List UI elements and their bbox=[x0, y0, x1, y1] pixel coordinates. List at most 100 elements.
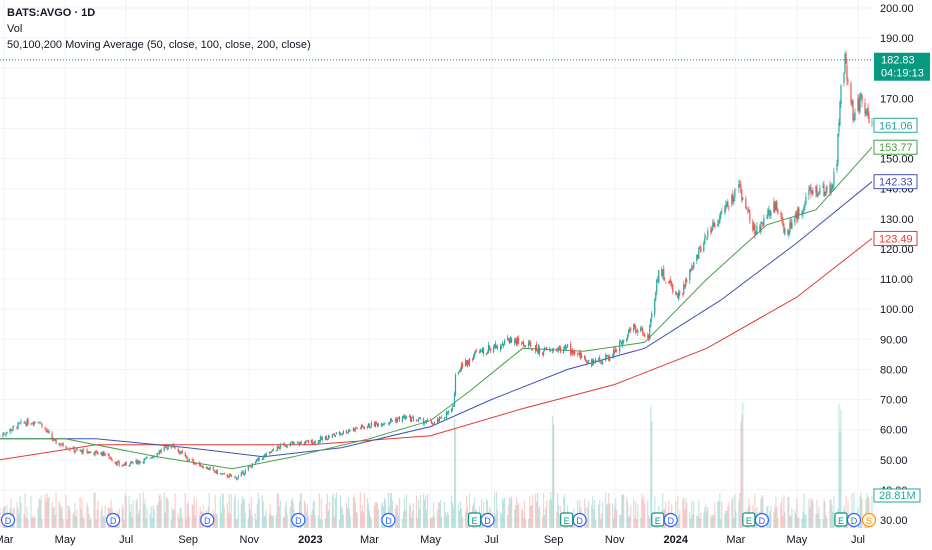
volume-bar bbox=[404, 510, 407, 528]
candle-body bbox=[746, 207, 748, 209]
candle-body bbox=[700, 247, 702, 253]
volume-bar bbox=[431, 517, 434, 528]
candle-body bbox=[333, 434, 335, 436]
candle-body bbox=[864, 103, 866, 113]
volume-bar bbox=[65, 494, 67, 528]
candle-body bbox=[494, 343, 497, 349]
volume-bar bbox=[768, 515, 770, 528]
candle-body bbox=[454, 375, 457, 395]
volume-bar bbox=[724, 513, 726, 528]
volume-bar bbox=[90, 517, 92, 528]
candle-body bbox=[658, 270, 660, 283]
ma100-line bbox=[0, 181, 873, 458]
candle-body bbox=[102, 451, 104, 457]
dividend-marker bbox=[480, 512, 495, 528]
candle-body bbox=[214, 471, 216, 473]
volume-bar bbox=[264, 514, 266, 528]
last-price-label: 182.83 bbox=[881, 55, 915, 67]
volume-bar bbox=[686, 502, 688, 528]
symbol-title[interactable]: BATS:AVGO · 1D bbox=[7, 7, 96, 19]
time-axis[interactable]: Mar May Jul Sep Nov 2023 Mar May Jul Sep Nov 2024 Ma… bbox=[0, 534, 865, 546]
candle-body bbox=[671, 282, 673, 287]
candle-body bbox=[669, 281, 671, 283]
volume-bar bbox=[166, 497, 168, 528]
candle-body bbox=[108, 453, 110, 459]
volume-bar bbox=[408, 503, 411, 528]
candle-body bbox=[255, 459, 257, 463]
dividend-marker-letter: D bbox=[668, 516, 675, 526]
candle-body bbox=[626, 338, 628, 341]
candle-body bbox=[675, 291, 677, 293]
price-axis[interactable]: 30.0040.0050.0060.0070.0080.0090.00100.0… bbox=[880, 3, 914, 527]
candle-body bbox=[714, 224, 716, 227]
candle-body bbox=[297, 441, 299, 443]
volume-bar bbox=[774, 506, 776, 528]
candle-body bbox=[742, 197, 744, 200]
earnings-marker-letter: E bbox=[472, 516, 478, 526]
candle-body bbox=[403, 416, 406, 419]
candle-body bbox=[94, 450, 96, 456]
volume-bar bbox=[130, 504, 132, 528]
x-tick-label: Mar bbox=[726, 534, 745, 546]
volume-bar bbox=[340, 505, 342, 528]
candle-body bbox=[523, 342, 525, 346]
candle-body bbox=[332, 434, 334, 435]
volume-bar bbox=[352, 497, 355, 528]
volume-bar bbox=[62, 519, 64, 528]
candle-body bbox=[489, 348, 492, 351]
volume-bar bbox=[191, 504, 193, 528]
volume-bar bbox=[740, 422, 742, 528]
candle-body bbox=[299, 442, 301, 445]
candle-body bbox=[125, 462, 127, 466]
volume-bar bbox=[494, 514, 497, 528]
candle-body bbox=[265, 452, 267, 456]
volume-bar bbox=[539, 505, 541, 528]
candle-body bbox=[706, 237, 708, 239]
volume-bar bbox=[642, 499, 644, 528]
candle-body bbox=[594, 362, 596, 364]
candle-body bbox=[766, 217, 768, 219]
candle-body bbox=[445, 412, 448, 418]
volume-bar bbox=[616, 510, 618, 528]
candle-body bbox=[672, 285, 674, 293]
volume-bar bbox=[545, 507, 547, 528]
volume-bar bbox=[683, 497, 685, 528]
volume-bar bbox=[93, 493, 95, 528]
candle-body bbox=[586, 361, 588, 363]
candle-body bbox=[230, 474, 232, 477]
volume-bar bbox=[174, 493, 176, 528]
volume-bar bbox=[520, 509, 523, 528]
moving-average-legend[interactable]: 50,100,200 Moving Average (50, close, 10… bbox=[7, 39, 311, 51]
candle-body bbox=[342, 430, 344, 434]
candle-body bbox=[651, 313, 653, 319]
candle-body bbox=[738, 183, 740, 188]
volume-bar bbox=[677, 495, 679, 528]
candle-body bbox=[26, 419, 28, 426]
candle-body bbox=[713, 222, 715, 226]
candle-body bbox=[811, 191, 813, 193]
volume-bar bbox=[125, 496, 127, 528]
x-tick-label: 2024 bbox=[664, 534, 689, 546]
candle-body bbox=[683, 284, 685, 294]
volume-bar bbox=[122, 507, 124, 528]
candle-body bbox=[195, 463, 197, 464]
volume-bar bbox=[700, 512, 702, 528]
candle-body bbox=[703, 242, 705, 252]
candle-body bbox=[649, 325, 651, 340]
volume-legend[interactable]: Vol bbox=[7, 23, 23, 35]
candle-body bbox=[661, 268, 663, 277]
volume-bar bbox=[501, 498, 504, 528]
candle-body bbox=[237, 476, 239, 479]
candle-body bbox=[24, 422, 26, 424]
volume-bar bbox=[30, 495, 32, 528]
candle-body bbox=[398, 416, 401, 421]
volume-bar bbox=[138, 510, 140, 528]
candle-body bbox=[95, 450, 97, 452]
candle-body bbox=[19, 422, 21, 424]
candle-body bbox=[697, 255, 699, 259]
volume-bar bbox=[480, 498, 483, 528]
volume-bar bbox=[845, 495, 847, 528]
candle-body bbox=[676, 292, 678, 296]
volume-bar bbox=[544, 515, 546, 528]
